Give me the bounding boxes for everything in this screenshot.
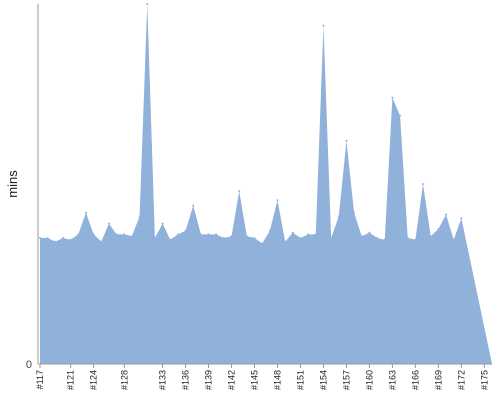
y-axis-ticks: 0 bbox=[26, 359, 32, 371]
data-point bbox=[330, 237, 333, 239]
y-axis-label: mins bbox=[5, 170, 20, 198]
data-point bbox=[222, 237, 225, 239]
data-point bbox=[291, 231, 294, 234]
data-point bbox=[353, 211, 356, 214]
data-point bbox=[138, 215, 141, 218]
data-point bbox=[253, 237, 256, 239]
data-point bbox=[84, 211, 87, 214]
data-point bbox=[368, 231, 371, 234]
data-point bbox=[46, 237, 49, 239]
data-point bbox=[284, 240, 287, 243]
y-tick-label: 0 bbox=[26, 359, 32, 371]
data-point bbox=[192, 204, 195, 207]
x-tick-label: #142 bbox=[227, 370, 237, 390]
data-point bbox=[429, 235, 432, 238]
data-point bbox=[383, 238, 386, 241]
data-point bbox=[445, 213, 448, 216]
data-point bbox=[391, 96, 394, 99]
data-point bbox=[176, 233, 179, 236]
series-area bbox=[40, 4, 492, 364]
data-point bbox=[230, 235, 233, 238]
data-point bbox=[39, 237, 41, 239]
data-point bbox=[414, 238, 417, 241]
data-point bbox=[92, 233, 95, 236]
data-point bbox=[437, 228, 440, 230]
data-point bbox=[460, 217, 463, 220]
data-point bbox=[146, 3, 149, 5]
x-tick-label: #145 bbox=[250, 370, 260, 390]
x-tick-label: #136 bbox=[181, 370, 191, 390]
data-point bbox=[61, 237, 64, 239]
data-point bbox=[130, 235, 133, 238]
data-point bbox=[376, 237, 379, 239]
data-point bbox=[268, 229, 271, 232]
x-tick-label: #117 bbox=[35, 370, 45, 389]
data-point bbox=[169, 238, 172, 241]
x-tick-label: #172 bbox=[456, 370, 466, 390]
x-tick-label: #166 bbox=[410, 370, 420, 390]
data-point bbox=[238, 190, 241, 193]
data-point bbox=[422, 183, 425, 185]
x-tick-label: #169 bbox=[433, 370, 443, 390]
data-point bbox=[115, 233, 118, 236]
x-tick-label: #160 bbox=[364, 370, 374, 390]
data-point bbox=[360, 235, 363, 238]
x-tick-label: #154 bbox=[318, 370, 328, 390]
x-tick-label: #121 bbox=[66, 370, 76, 390]
data-point bbox=[107, 222, 110, 225]
x-tick-label: #151 bbox=[295, 370, 305, 390]
data-point bbox=[261, 242, 264, 245]
data-point bbox=[77, 233, 80, 236]
x-tick-label: #157 bbox=[341, 370, 351, 390]
plot-area bbox=[39, 3, 492, 364]
data-point bbox=[54, 240, 57, 243]
data-point bbox=[345, 139, 348, 142]
x-tick-label: #128 bbox=[119, 370, 129, 390]
x-tick-label: #124 bbox=[89, 370, 99, 390]
data-point bbox=[322, 24, 325, 27]
data-point bbox=[100, 240, 103, 243]
x-tick-label: #133 bbox=[158, 370, 168, 390]
data-point bbox=[69, 238, 72, 241]
data-point bbox=[276, 199, 279, 202]
data-point bbox=[123, 233, 126, 236]
x-tick-label: #163 bbox=[387, 370, 397, 390]
x-tick-label: #175 bbox=[479, 370, 489, 390]
data-point bbox=[299, 237, 302, 239]
data-point bbox=[399, 114, 402, 117]
data-point bbox=[207, 233, 210, 236]
data-point bbox=[452, 238, 455, 241]
data-point bbox=[314, 233, 317, 236]
data-point bbox=[161, 222, 164, 225]
data-point bbox=[153, 237, 156, 239]
data-point bbox=[307, 233, 310, 236]
x-tick-label: #139 bbox=[204, 370, 214, 390]
data-point bbox=[184, 229, 187, 232]
data-point bbox=[337, 215, 340, 218]
x-axis-ticks: #117 #121 #124 #128 #133 #136 #139 #142 #145 #148… bbox=[35, 364, 489, 390]
data-point bbox=[199, 233, 202, 236]
data-point bbox=[245, 235, 248, 238]
x-tick-label: #148 bbox=[272, 370, 282, 390]
data-point bbox=[215, 233, 218, 236]
data-point bbox=[406, 237, 409, 239]
